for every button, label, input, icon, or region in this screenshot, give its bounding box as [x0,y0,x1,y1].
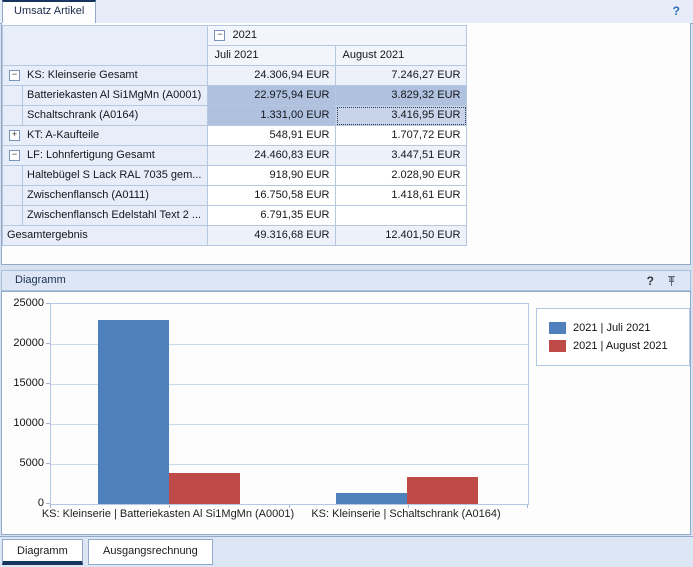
row-header-label: Zwischenflansch (A0111) [27,189,149,201]
row-header-cell[interactable]: Zwischenflansch Edelstahl Text 2 ... [3,206,208,226]
value-cell[interactable]: 548,91 EUR [208,126,336,146]
tab-ausgangsrechnung[interactable]: Ausgangsrechnung [88,539,213,565]
value-cell[interactable]: 49.316,68 EUR [208,226,336,246]
column-header-august[interactable]: August 2021 [336,46,467,66]
y-axis-tick-label: 20000 [4,337,44,349]
row-header-label: Batteriekasten Al Si1MgMn (A0001) [27,89,201,101]
y-axis-tick-label: 25000 [4,297,44,309]
table-row: + KT: A-Kaufteile 548,91 EUR1.707,72 EUR [3,126,467,146]
table-row: Zwischenflansch Edelstahl Text 2 ... 6.79… [3,206,467,226]
value-cell[interactable]: 918,90 EUR [208,166,336,186]
y-axis-tick-label: 10000 [4,417,44,429]
tab-diagramm[interactable]: Diagramm [2,539,83,565]
legend-swatch [549,340,566,352]
row-header-label: LF: Lohnfertigung Gesamt [27,149,155,161]
value-cell[interactable]: 16.750,58 EUR [208,186,336,206]
column-group-2021[interactable]: −2021 [208,26,467,46]
expand-icon[interactable]: + [9,130,20,141]
legend-entry: 2021 | August 2021 [549,338,689,354]
bottom-tab-strip: Diagramm Ausgangsrechnung [0,536,693,567]
table-row: Batteriekasten Al Si1MgMn (A0001) 22.975,… [3,86,467,106]
pivot-corner-cell [3,26,208,66]
collapse-icon[interactable]: − [9,150,20,161]
row-header-label: Haltebügel S Lack RAL 7035 gem... [27,169,201,181]
y-axis-tick-mark [46,503,50,504]
row-header-cell[interactable]: Zwischenflansch (A0111) [3,186,208,206]
value-cell[interactable] [336,206,467,226]
value-cell[interactable]: 1.707,72 EUR [336,126,467,146]
value-cell[interactable]: 3.829,32 EUR [336,86,467,106]
diagram-panel-title: Diagramm [15,274,66,286]
app-window: Umsatz Artikel ? −2021 Juli 2021 August … [0,0,693,567]
tab-umsatz-artikel[interactable]: Umsatz Artikel [2,0,96,23]
value-cell[interactable]: 2.028,90 EUR [336,166,467,186]
x-axis-category-label: KS: Kleinserie | Schaltschrank (A0164) [246,508,566,520]
row-header-cell[interactable]: + KT: A-Kaufteile [3,126,208,146]
table-row: −LF: Lohnfertigung Gesamt24.460,83 EUR3.… [3,146,467,166]
column-header-juli[interactable]: Juli 2021 [208,46,336,66]
chart-legend: 2021 | Juli 2021 2021 | August 2021 [536,308,690,366]
y-axis-tick-label: 5000 [4,457,44,469]
value-cell[interactable]: 24.306,94 EUR [208,66,336,86]
y-axis-tick-mark [46,303,50,304]
value-cell[interactable]: 22.975,94 EUR [208,86,336,106]
y-axis-tick-mark [46,423,50,424]
row-header-cell[interactable]: −KS: Kleinserie Gesamt [3,66,208,86]
value-cell[interactable]: 12.401,50 EUR [336,226,467,246]
row-header-label: KS: Kleinserie Gesamt [27,69,138,81]
value-cell[interactable]: 3.447,51 EUR [336,146,467,166]
value-cell[interactable]: 1.418,61 EUR [336,186,467,206]
row-header-cell[interactable]: Gesamtergebnis [3,226,208,246]
chart-plot-area [50,303,529,505]
value-cell[interactable]: 1.331,00 EUR [208,106,336,126]
table-row: Schaltschrank (A0164) 1.331,00 EUR3.416,9… [3,106,467,126]
row-header-cell[interactable]: −LF: Lohnfertigung Gesamt [3,146,208,166]
table-row: Gesamtergebnis 49.316,68 EUR12.401,50 EUR [3,226,467,246]
collapse-icon[interactable]: − [214,30,225,41]
table-row: −KS: Kleinserie Gesamt24.306,94 EUR7.246… [3,66,467,86]
y-axis-tick-mark [46,343,50,344]
bar-august-group1[interactable] [169,473,240,504]
collapse-icon[interactable]: − [9,70,20,81]
bar-juli-group2[interactable] [336,493,407,504]
y-axis-tick-mark [46,383,50,384]
legend-label: 2021 | Juli 2021 [573,322,650,334]
table-row: Zwischenflansch (A0111) 16.750,58 EUR1.41… [3,186,467,206]
value-cell[interactable]: 24.460,83 EUR [208,146,336,166]
table-row: Haltebügel S Lack RAL 7035 gem... 918,90 … [3,166,467,186]
top-tab-strip: Umsatz Artikel ? [0,0,693,24]
row-header-label: Schaltschrank (A0164) [27,109,138,121]
help-icon[interactable]: ? [673,4,680,18]
legend-swatch [549,322,566,334]
bar-juli-group1[interactable] [98,320,169,504]
pivot-table: −2021 Juli 2021 August 2021 −KS: Kleinse… [2,25,467,246]
row-header-label: Gesamtergebnis [7,229,88,241]
column-group-label: 2021 [232,29,256,41]
row-header-label: KT: A-Kaufteile [27,129,99,141]
value-cell[interactable]: 6.791,35 EUR [208,206,336,226]
bar-august-group2[interactable] [407,477,478,504]
y-axis-tick-label: 15000 [4,377,44,389]
y-axis-tick-mark [46,463,50,464]
row-header-label: Zwischenflansch Edelstahl Text 2 ... [27,209,201,221]
value-cell[interactable]: 7.246,27 EUR [336,66,467,86]
legend-label: 2021 | August 2021 [573,340,668,352]
value-cell[interactable]: 3.416,95 EUR [336,106,467,126]
legend-entry: 2021 | Juli 2021 [549,320,689,336]
help-icon[interactable]: ? [647,274,654,288]
pin-icon[interactable] [665,274,678,288]
row-header-cell[interactable]: Schaltschrank (A0164) [3,106,208,126]
diagram-panel-header: Diagramm ? [1,270,691,291]
row-header-cell[interactable]: Haltebügel S Lack RAL 7035 gem... [3,166,208,186]
row-header-cell[interactable]: Batteriekasten Al Si1MgMn (A0001) [3,86,208,106]
pivot-panel: −2021 Juli 2021 August 2021 −KS: Kleinse… [1,23,691,265]
pivot-body: −KS: Kleinserie Gesamt24.306,94 EUR7.246… [3,66,467,246]
chart-panel: 2021 | Juli 20212021 | August 2021 05000… [1,291,691,535]
